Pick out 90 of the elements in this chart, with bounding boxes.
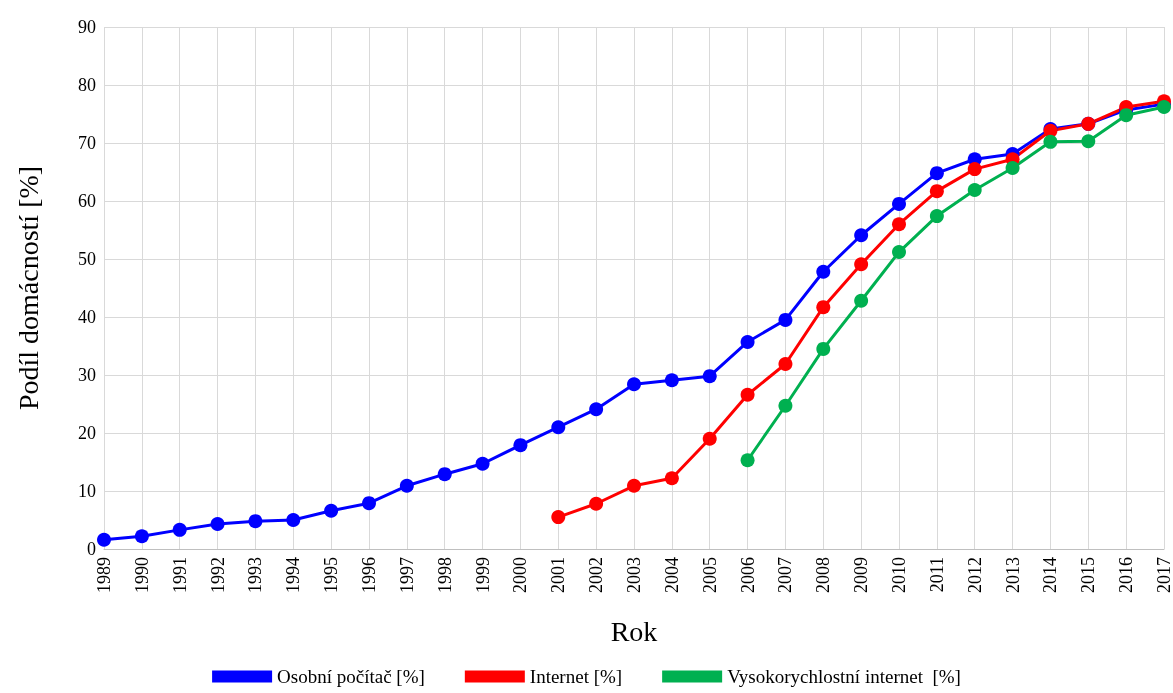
y-tick-label: 80 [78, 75, 96, 95]
y-tick-label: 20 [78, 423, 96, 443]
x-tick-label: 1996 [359, 557, 379, 593]
y-tick-label: 0 [87, 539, 96, 559]
x-tick-label: 1991 [169, 557, 190, 593]
point [967, 182, 982, 197]
y-tick-label: 50 [78, 249, 96, 269]
point [286, 513, 301, 527]
x-tick-label: 1990 [131, 557, 152, 593]
x-tick-label: 1995 [321, 557, 342, 593]
x-tick-label: 1994 [283, 557, 304, 593]
point [740, 387, 755, 402]
point [1081, 134, 1096, 149]
point [399, 478, 414, 493]
point [778, 312, 793, 327]
point [324, 503, 339, 518]
x-tick-label: 2009 [851, 557, 872, 593]
point [967, 162, 982, 177]
point [210, 517, 225, 532]
legend-label: Internet [%] [529, 666, 623, 687]
point [929, 209, 944, 224]
point [854, 293, 869, 308]
x-tick-label: 1993 [245, 557, 266, 593]
x-tick-label: 2016 [1116, 557, 1137, 593]
y-tick-label: 70 [78, 133, 96, 153]
point [778, 356, 793, 371]
y-tick-label: 90 [78, 17, 96, 37]
y-tick-label: 10 [78, 481, 96, 501]
x-tick-label: 2012 [964, 557, 985, 593]
x-tick-label: 1989 [94, 557, 114, 593]
point [778, 398, 793, 413]
x-tick-label: 2011 [926, 557, 947, 593]
point [627, 377, 641, 392]
x-tick-label: 2010 [889, 557, 909, 593]
point [702, 431, 717, 446]
point [589, 402, 604, 417]
point [1119, 108, 1134, 123]
point [97, 532, 111, 547]
point [702, 369, 717, 384]
x-tick-label: 2014 [1040, 557, 1061, 593]
point [740, 453, 755, 468]
x-tick-label: 2006 [737, 557, 758, 593]
point [740, 334, 755, 349]
point [437, 467, 452, 482]
point [172, 522, 187, 537]
x-tick-label: 2005 [699, 557, 720, 593]
x-tick-label: 2001 [548, 557, 569, 593]
x-tick-label: 1999 [472, 557, 493, 593]
x-tick-label: 2000 [510, 557, 531, 593]
point [664, 471, 679, 486]
point [1043, 134, 1058, 149]
point [1005, 160, 1020, 175]
point [551, 510, 566, 525]
point [892, 196, 906, 211]
point [816, 341, 831, 356]
x-tick-label: 2017 [1154, 557, 1173, 593]
point [664, 373, 679, 388]
x-axis-title: Rok [610, 615, 658, 647]
y-tick-label: 60 [78, 191, 96, 211]
point [892, 245, 906, 260]
point [475, 456, 490, 471]
legend-label: Vysokorychlostní internet [%] [727, 666, 961, 687]
x-tick-label: 2007 [775, 557, 796, 593]
legend-label: Osobní počítač [%] [277, 666, 425, 687]
x-tick-label: 1992 [207, 557, 228, 593]
point [362, 496, 376, 511]
x-tick-label: 2013 [1002, 557, 1023, 593]
point [854, 257, 869, 272]
y-axis-title: Podíl domácností [%] [12, 165, 44, 411]
point [892, 217, 906, 232]
point [513, 438, 528, 453]
x-tick-label: 2015 [1078, 557, 1099, 593]
point [627, 478, 641, 493]
point [248, 514, 263, 529]
x-tick-label: 2002 [586, 557, 607, 593]
point [929, 184, 944, 199]
x-tick-label: 1997 [396, 557, 417, 593]
point [816, 300, 831, 315]
y-tick-label: 30 [78, 365, 96, 385]
point [816, 264, 831, 279]
x-tick-label: 2008 [813, 557, 834, 593]
point [551, 420, 566, 435]
point [929, 166, 944, 181]
x-tick-label: 2003 [624, 557, 644, 593]
x-tick-label: 2004 [661, 557, 682, 593]
point [854, 228, 869, 243]
x-tick-label: 1998 [434, 557, 455, 593]
point [134, 529, 149, 544]
point [589, 496, 604, 511]
y-tick-label: 40 [78, 307, 96, 327]
